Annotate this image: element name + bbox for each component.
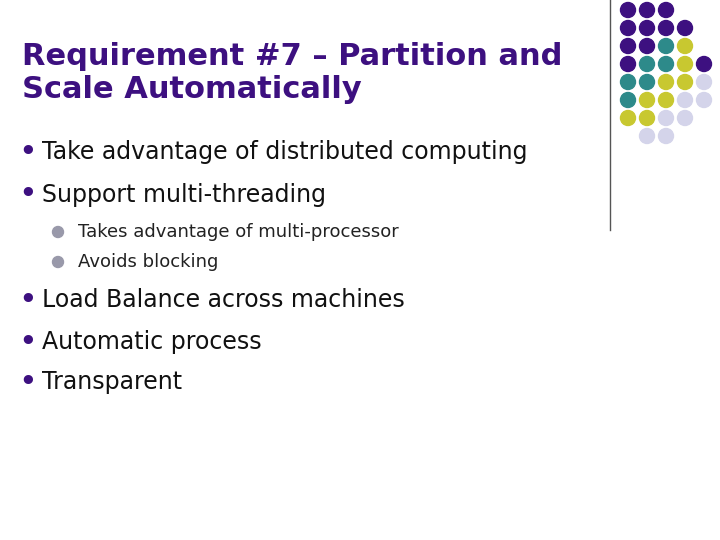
Circle shape xyxy=(696,57,711,71)
Text: •: • xyxy=(18,137,37,167)
Circle shape xyxy=(639,129,654,144)
Circle shape xyxy=(53,226,63,238)
Circle shape xyxy=(621,38,636,53)
Circle shape xyxy=(639,21,654,36)
Circle shape xyxy=(621,92,636,107)
Circle shape xyxy=(659,38,673,53)
Text: •: • xyxy=(18,179,37,211)
Circle shape xyxy=(53,256,63,267)
Circle shape xyxy=(659,57,673,71)
Circle shape xyxy=(678,38,693,53)
Circle shape xyxy=(639,75,654,90)
Circle shape xyxy=(696,92,711,107)
Text: Take advantage of distributed computing: Take advantage of distributed computing xyxy=(42,140,528,164)
Text: Requirement #7 – Partition and: Requirement #7 – Partition and xyxy=(22,42,562,71)
Circle shape xyxy=(639,111,654,125)
Circle shape xyxy=(659,111,673,125)
Text: Load Balance across machines: Load Balance across machines xyxy=(42,288,405,312)
Circle shape xyxy=(678,57,693,71)
Text: •: • xyxy=(18,285,37,315)
Circle shape xyxy=(621,57,636,71)
Circle shape xyxy=(659,92,673,107)
Circle shape xyxy=(659,75,673,90)
Circle shape xyxy=(639,57,654,71)
Circle shape xyxy=(621,21,636,36)
Text: Automatic process: Automatic process xyxy=(42,330,261,354)
Circle shape xyxy=(659,129,673,144)
Circle shape xyxy=(639,92,654,107)
Circle shape xyxy=(678,75,693,90)
Text: •: • xyxy=(18,367,37,397)
Text: Takes advantage of multi-processor: Takes advantage of multi-processor xyxy=(78,223,399,241)
Circle shape xyxy=(639,38,654,53)
Circle shape xyxy=(621,111,636,125)
Text: Scale Automatically: Scale Automatically xyxy=(22,75,361,104)
Circle shape xyxy=(696,75,711,90)
Circle shape xyxy=(621,75,636,90)
Circle shape xyxy=(678,92,693,107)
Circle shape xyxy=(639,3,654,17)
Circle shape xyxy=(659,3,673,17)
Circle shape xyxy=(621,3,636,17)
Text: Avoids blocking: Avoids blocking xyxy=(78,253,218,271)
Text: •: • xyxy=(18,327,37,357)
Circle shape xyxy=(678,21,693,36)
Text: Support multi-threading: Support multi-threading xyxy=(42,183,326,207)
Circle shape xyxy=(659,21,673,36)
Text: Transparent: Transparent xyxy=(42,370,182,394)
Circle shape xyxy=(678,111,693,125)
